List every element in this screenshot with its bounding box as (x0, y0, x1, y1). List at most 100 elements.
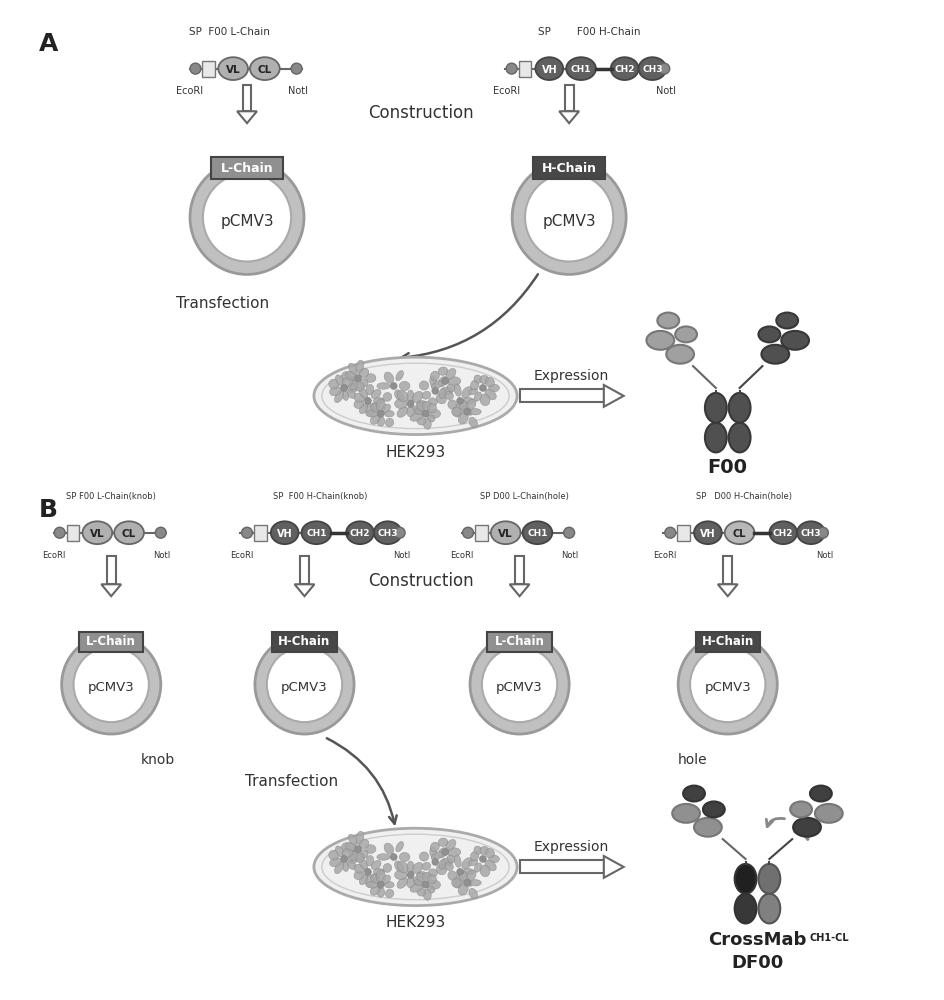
Ellipse shape (354, 400, 363, 409)
Ellipse shape (441, 858, 452, 866)
Ellipse shape (463, 527, 473, 538)
Ellipse shape (385, 889, 394, 898)
Text: Construction: Construction (367, 104, 473, 122)
Ellipse shape (768, 521, 797, 544)
Ellipse shape (61, 635, 160, 734)
Ellipse shape (346, 390, 356, 398)
Ellipse shape (797, 521, 824, 544)
Ellipse shape (469, 409, 480, 415)
Ellipse shape (54, 527, 65, 538)
Ellipse shape (454, 855, 461, 867)
Text: Construction: Construction (367, 572, 473, 590)
Ellipse shape (364, 868, 371, 875)
Text: HEK293: HEK293 (385, 445, 446, 460)
Ellipse shape (354, 846, 362, 853)
Ellipse shape (341, 856, 347, 862)
Ellipse shape (360, 379, 368, 387)
Ellipse shape (218, 57, 247, 80)
Ellipse shape (370, 875, 379, 883)
Ellipse shape (481, 647, 557, 722)
Ellipse shape (427, 415, 434, 422)
Ellipse shape (255, 635, 354, 734)
Text: EcoRI: EcoRI (493, 86, 520, 96)
Ellipse shape (342, 861, 348, 871)
Ellipse shape (365, 410, 378, 417)
Ellipse shape (463, 404, 472, 415)
Text: SP  F00 L-Chain: SP F00 L-Chain (189, 27, 269, 37)
Ellipse shape (301, 521, 331, 544)
Ellipse shape (346, 842, 356, 851)
Ellipse shape (451, 878, 461, 887)
Ellipse shape (444, 863, 453, 871)
Ellipse shape (463, 398, 474, 404)
Bar (272, 632, 336, 652)
Ellipse shape (480, 865, 490, 877)
Ellipse shape (809, 786, 831, 801)
Text: A: A (39, 32, 59, 56)
Ellipse shape (359, 874, 367, 885)
Ellipse shape (359, 403, 367, 414)
Bar (677, 525, 689, 541)
Ellipse shape (356, 360, 363, 374)
Ellipse shape (565, 57, 596, 80)
Ellipse shape (359, 858, 367, 870)
Ellipse shape (422, 401, 430, 411)
Ellipse shape (693, 521, 721, 544)
Ellipse shape (441, 849, 448, 856)
Ellipse shape (347, 383, 357, 393)
Ellipse shape (329, 379, 338, 389)
Ellipse shape (203, 173, 291, 262)
Ellipse shape (438, 367, 447, 375)
Ellipse shape (728, 423, 750, 452)
Ellipse shape (348, 375, 358, 384)
Ellipse shape (427, 880, 440, 889)
Ellipse shape (365, 856, 374, 866)
Text: HEK293: HEK293 (385, 915, 446, 930)
Ellipse shape (444, 391, 453, 399)
Ellipse shape (354, 375, 362, 381)
Text: CL: CL (733, 529, 746, 539)
Ellipse shape (462, 387, 471, 398)
Ellipse shape (377, 410, 384, 417)
Ellipse shape (364, 403, 374, 416)
Ellipse shape (346, 861, 356, 869)
Ellipse shape (396, 878, 407, 888)
Ellipse shape (364, 874, 374, 887)
Ellipse shape (474, 863, 481, 872)
Ellipse shape (488, 384, 498, 392)
Ellipse shape (360, 850, 368, 858)
Bar (299, 556, 309, 584)
Ellipse shape (428, 398, 437, 406)
Ellipse shape (335, 375, 344, 386)
Ellipse shape (422, 881, 429, 888)
Text: CH2: CH2 (772, 529, 793, 538)
Ellipse shape (371, 860, 380, 870)
Ellipse shape (395, 399, 407, 409)
Ellipse shape (370, 404, 379, 412)
Text: EcoRI: EcoRI (450, 551, 473, 560)
Ellipse shape (382, 864, 391, 872)
Ellipse shape (468, 859, 477, 866)
Ellipse shape (474, 392, 481, 401)
Text: L-Chain: L-Chain (494, 635, 544, 648)
Ellipse shape (446, 368, 455, 379)
Text: NotI: NotI (816, 551, 833, 560)
Text: NotI: NotI (393, 551, 410, 560)
Ellipse shape (373, 397, 384, 404)
Ellipse shape (464, 408, 470, 415)
Bar (475, 525, 487, 541)
Text: L-Chain: L-Chain (221, 162, 273, 175)
Ellipse shape (458, 870, 467, 882)
Bar (107, 556, 115, 584)
Ellipse shape (431, 387, 438, 394)
Ellipse shape (348, 834, 357, 845)
Ellipse shape (376, 399, 385, 412)
Ellipse shape (374, 521, 401, 544)
Ellipse shape (441, 387, 452, 395)
Text: NotI: NotI (153, 551, 170, 560)
Text: VL: VL (226, 65, 240, 75)
Ellipse shape (488, 855, 498, 863)
Ellipse shape (704, 423, 726, 452)
Text: SP        F00 H-Chain: SP F00 H-Chain (537, 27, 639, 37)
Ellipse shape (430, 852, 443, 860)
